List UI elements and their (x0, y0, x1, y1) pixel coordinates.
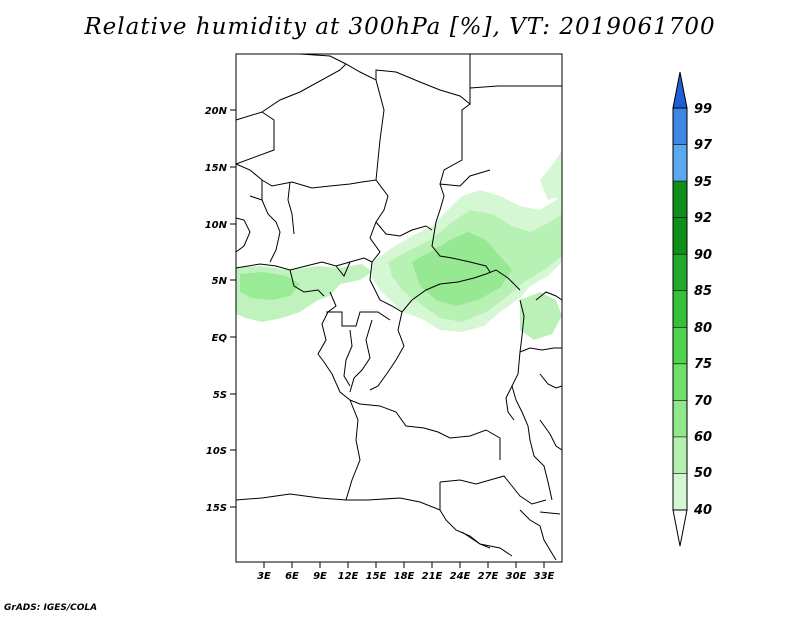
lon-tick-label: 3E (257, 571, 271, 582)
colorbar-label: 99 (694, 102, 712, 117)
colorbar-label: 40 (693, 503, 712, 518)
colorbar-label: 70 (694, 394, 712, 409)
humidity-shading (236, 150, 562, 340)
lat-tick-label: 10S (206, 446, 227, 457)
colorbar: 99 97 95 92 90 85 80 75 70 60 50 40 (672, 71, 713, 547)
lon-tick-label: 30E (506, 571, 527, 582)
lon-tick-label: 12E (338, 571, 359, 582)
colorbar-top-arrow (672, 71, 688, 109)
lon-axis-labels: 3E 6E 9E 12E 15E 18E 21E 24E 27E 30E 33E (257, 571, 554, 582)
lon-tick-label: 6E (285, 571, 299, 582)
colorbar-label: 50 (694, 466, 712, 481)
lon-tick-label: 21E (422, 571, 443, 582)
tick-marks (230, 109, 545, 568)
country-borders (235, 53, 563, 561)
lat-tick-label: 10N (205, 220, 228, 231)
colorbar-label: 95 (694, 175, 712, 190)
colorbar-label: 80 (694, 321, 712, 336)
colorbar-segment (673, 254, 687, 291)
credit-text: GrADS: IGES/COLA (4, 603, 98, 613)
humidity-region-northeast (540, 150, 562, 200)
colorbar-segment (673, 436, 687, 474)
colorbar-segment (673, 363, 687, 401)
colorbar-segment (673, 181, 687, 218)
colorbar-segment (673, 290, 687, 328)
humidity-region-west-coast-core (240, 272, 300, 300)
colorbar-segment (673, 108, 687, 145)
colorbar-segment (673, 327, 687, 364)
colorbar-segment (673, 400, 687, 437)
lon-tick-label: 18E (394, 571, 415, 582)
map-frame (235, 53, 563, 563)
lat-axis-labels: 20N 15N 10N 5N EQ 5S 10S 15S (205, 106, 228, 514)
lat-tick-label: 15N (205, 163, 228, 174)
colorbar-label: 97 (694, 138, 713, 153)
colorbar-label: 92 (694, 211, 712, 226)
lat-tick-label: 5N (212, 276, 228, 287)
colorbar-label: 60 (694, 430, 712, 445)
lon-tick-label: 24E (450, 571, 471, 582)
lon-tick-label: 27E (478, 571, 499, 582)
lat-tick-label: 20N (205, 106, 228, 117)
lon-tick-label: 9E (313, 571, 327, 582)
colorbar-segment (673, 217, 687, 255)
colorbar-label: 85 (694, 284, 712, 299)
colorbar-label: 75 (694, 357, 712, 372)
lat-tick-label: EQ (212, 333, 228, 344)
colorbar-bottom-arrow (672, 509, 688, 547)
colorbar-label: 90 (694, 248, 712, 263)
map-title: Relative humidity at 300hPa [%], VT: 201… (84, 14, 716, 40)
colorbar-segment (673, 473, 687, 510)
humidity-region-central-core (412, 232, 512, 306)
lon-tick-label: 33E (534, 571, 555, 582)
lat-tick-label: 15S (206, 503, 227, 514)
humidity-region-east-blob (520, 292, 562, 340)
colorbar-segment (673, 144, 687, 182)
colorbar-labels: 99 97 95 92 90 85 80 75 70 60 50 40 (693, 102, 713, 518)
lat-tick-label: 5S (213, 390, 227, 401)
lon-tick-label: 15E (366, 571, 387, 582)
